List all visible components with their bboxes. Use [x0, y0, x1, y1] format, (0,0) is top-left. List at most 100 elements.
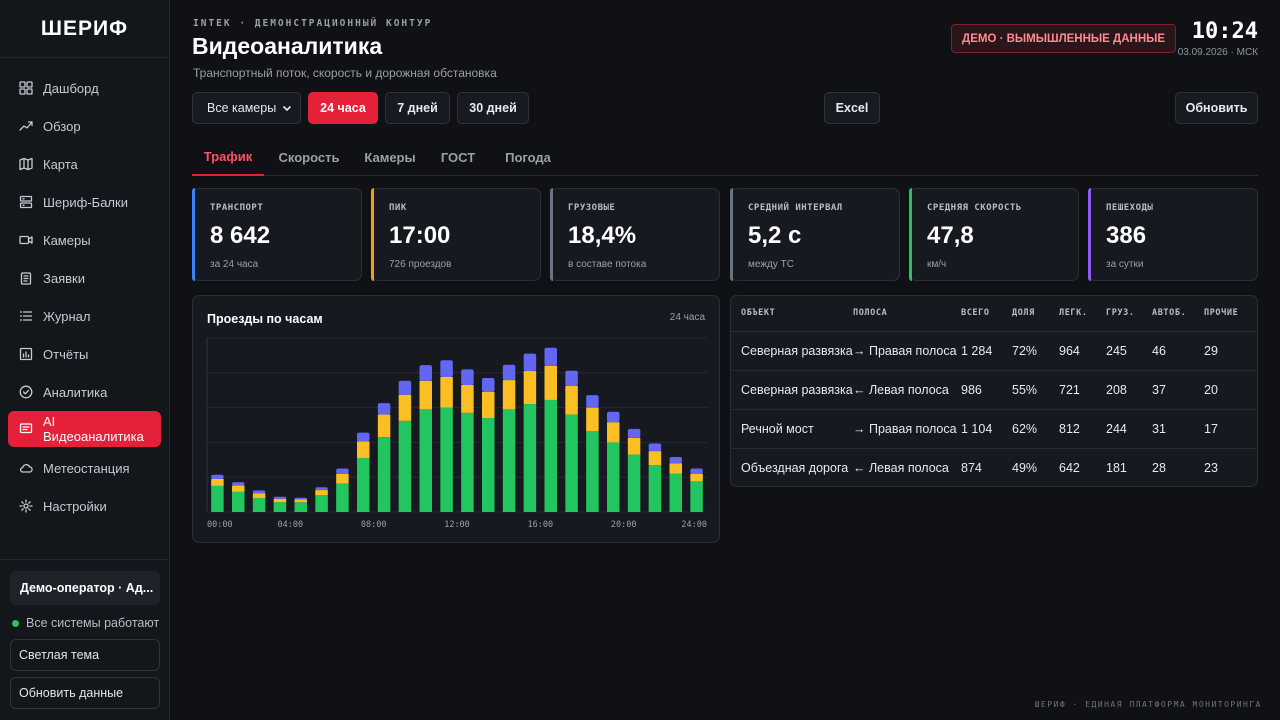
- sidebar-item-camera[interactable]: Камеры: [8, 221, 161, 259]
- date-label: 03.09.2026 · МСК: [1177, 47, 1258, 58]
- column-header[interactable]: ВСЕГО: [961, 296, 1012, 332]
- sidebar-item-label: Заявки: [43, 270, 85, 286]
- chart-bar-segment: [294, 499, 307, 503]
- column-header[interactable]: ЛЕГК.: [1059, 296, 1106, 332]
- column-header[interactable]: АВТОБ.: [1152, 296, 1204, 332]
- app-logo[interactable]: ШЕРИФ: [0, 0, 169, 58]
- chart-bar-segment: [440, 360, 453, 377]
- kpi-card-speed: СРЕДНЯЯ СКОРОСТЬ 47,8 км/ч: [909, 188, 1079, 281]
- kpi-subtitle: км/ч: [927, 259, 947, 270]
- table-cell: 31: [1152, 409, 1204, 449]
- sidebar-item-server[interactable]: Шериф-Балки: [8, 183, 161, 221]
- table-cell: 49%: [1012, 460, 1038, 475]
- tab-speed[interactable]: Скорость: [278, 150, 340, 165]
- filter-bar: Все камеры 24 часа 7 дней 30 дней Excel …: [192, 92, 1258, 124]
- period-24h-button[interactable]: 24 часа: [308, 92, 378, 124]
- check-circle-icon: [19, 385, 33, 399]
- sidebar-item-cloud[interactable]: Метеостанция: [8, 449, 161, 487]
- sidebar-item-bar-chart[interactable]: Отчёты: [8, 335, 161, 373]
- period-7d-button[interactable]: 7 дней: [385, 92, 450, 124]
- tab-traffic[interactable]: Трафик: [192, 139, 264, 176]
- chart-bar-segment: [627, 437, 641, 455]
- table-cell: 28: [1152, 460, 1166, 475]
- column-header[interactable]: ГРУЗ.: [1106, 296, 1152, 332]
- cloud-icon: [19, 461, 33, 475]
- chart-range: 24 часа: [669, 312, 705, 323]
- monitor-icon: [19, 422, 33, 436]
- column-header[interactable]: ОБЪЕКТ: [731, 296, 853, 332]
- camera-select-value: Все камеры: [207, 101, 277, 115]
- chart-bar-segment: [648, 451, 662, 466]
- chart-bar-segment: [502, 380, 516, 410]
- column-header[interactable]: ПРОЧИЕ: [1204, 296, 1257, 332]
- chart-bar-segment: [648, 443, 662, 452]
- table-row[interactable]: Северная развязка → Правая полоса 1 284 72%…: [731, 331, 1257, 371]
- sidebar-item-check-circle[interactable]: Аналитика: [8, 373, 161, 411]
- chart-bar-segment: [586, 395, 599, 408]
- sidebar-item-map[interactable]: Карта: [8, 145, 161, 183]
- chevron-down-icon: [282, 105, 292, 112]
- user-menu[interactable]: Демо-оператор · Ад...: [10, 571, 160, 605]
- table-row[interactable]: Речной мост → Правая полоса 1 104 62% 812 244…: [731, 409, 1257, 449]
- period-30d-button[interactable]: 30 дней: [457, 92, 529, 124]
- lanes-table: ОБЪЕКТ ПОЛОСА ВСЕГО ДОЛЯ ЛЕГК. ГРУЗ. АВТОБ. ПРО…: [731, 296, 1257, 486]
- kpi-card-pedestrians: ПЕШЕХОДЫ 386 за сутки: [1088, 188, 1258, 281]
- chart-bar-segment: [523, 404, 537, 512]
- sidebar-item-clipboard[interactable]: Заявки: [8, 259, 161, 297]
- chart-bar-segment: [690, 481, 703, 512]
- tab-cameras[interactable]: Камеры: [364, 150, 416, 165]
- chart-bar-segment: [211, 474, 224, 479]
- kpi-subtitle: за 24 часа: [210, 259, 259, 270]
- table-row[interactable]: Объездная дорога ← Левая полоса 874 49% 642 1…: [731, 448, 1257, 486]
- chart-bar-segment: [440, 407, 453, 512]
- kpi-value: 17:00: [389, 222, 451, 249]
- table-cell: 721: [1059, 370, 1106, 410]
- column-header[interactable]: ПОЛОСА: [853, 296, 961, 332]
- excel-export-button[interactable]: Excel: [824, 92, 880, 124]
- kpi-value: 47,8: [927, 222, 974, 249]
- footer-text: ШЕРИФ · ЕДИНАЯ ПЛАТФОРМА МОНИТОРИНГА: [1034, 700, 1262, 709]
- sidebar-item-label: Настройки: [43, 498, 107, 514]
- chart-bar-segment: [502, 364, 516, 381]
- sidebar-item-grid[interactable]: Дашборд: [8, 69, 161, 107]
- trend-icon: [19, 119, 33, 133]
- sidebar-item-list[interactable]: Журнал: [8, 297, 161, 335]
- chart-bar-segment: [357, 458, 370, 512]
- table-cell: Северная развязка: [731, 370, 853, 410]
- grid-icon: [19, 81, 33, 95]
- table-row[interactable]: Северная развязка ← Левая полоса 986 55% 721…: [731, 370, 1257, 410]
- sidebar-item-gear[interactable]: Настройки: [8, 487, 161, 525]
- chart-bar-segment: [523, 371, 537, 405]
- chart-bar-segment: [544, 347, 557, 366]
- kpi-value: 5,2 с: [748, 222, 802, 249]
- refresh-data-button[interactable]: Обновить данные: [10, 677, 160, 709]
- x-tick-label: 04:00: [278, 520, 304, 530]
- chart-bar-segment: [482, 378, 495, 392]
- sidebar-item-label: Карта: [43, 156, 78, 172]
- table-cell: ← Левая полоса: [853, 460, 949, 475]
- chart-bar-segment: [273, 496, 287, 499]
- column-header[interactable]: ДОЛЯ: [1012, 296, 1059, 332]
- camera-select[interactable]: Все камеры: [192, 92, 301, 124]
- chart-bar-segment: [586, 431, 599, 512]
- tab-weather[interactable]: Погода: [505, 150, 551, 165]
- theme-toggle-button[interactable]: Светлая тема: [10, 639, 160, 671]
- chart-bar-segment: [690, 468, 703, 474]
- camera-icon: [19, 233, 33, 247]
- chart-bar-segment: [669, 457, 682, 464]
- chart-bar-segment: [669, 473, 682, 512]
- sidebar-item-trend[interactable]: Обзор: [8, 107, 161, 145]
- lanes-table-card: ОБЪЕКТ ПОЛОСА ВСЕГО ДОЛЯ ЛЕГК. ГРУЗ. АВТОБ. ПРО…: [730, 295, 1258, 487]
- chart-bar-segment: [377, 403, 391, 415]
- sidebar-item-monitor[interactable]: AI Видеоаналитика: [8, 411, 161, 447]
- list-icon: [19, 309, 33, 323]
- x-tick-label: 24:00: [681, 520, 707, 530]
- chart-bar-segment: [565, 414, 578, 512]
- table-cell: Речной мост: [731, 409, 853, 449]
- chart-bar-segment: [565, 370, 578, 387]
- tab-gost[interactable]: ГОСТ: [440, 150, 476, 165]
- kpi-value: 386: [1106, 222, 1147, 249]
- sidebar-item-label: Шериф-Балки: [43, 194, 128, 210]
- refresh-button[interactable]: Обновить: [1175, 92, 1258, 124]
- chart-bar-segment: [398, 380, 412, 395]
